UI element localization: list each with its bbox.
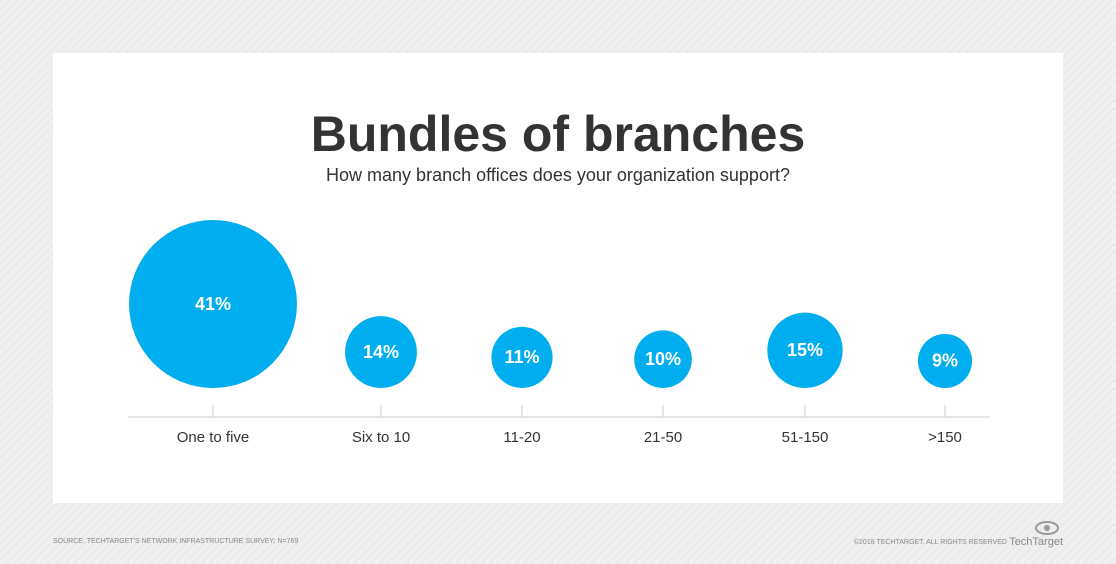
value-label: 10%	[645, 349, 681, 369]
x-tick-label: 21-50	[644, 429, 682, 446]
value-label: 9%	[932, 351, 958, 371]
bubble	[345, 316, 417, 388]
bubble	[767, 312, 843, 388]
copyright: ©2018 TECHTARGET. ALL RIGHTS RESERVED	[854, 538, 1007, 546]
chart-title: Bundles of branches	[311, 106, 806, 162]
brand-logo	[1035, 521, 1059, 535]
value-label: 14%	[363, 342, 399, 362]
value-label: 15%	[787, 340, 823, 360]
x-tick-label: 51-150	[782, 429, 829, 446]
chart-subtitle: How many branch offices does your organi…	[326, 165, 790, 185]
x-tick-label: Six to 10	[352, 429, 410, 446]
bubble	[129, 220, 297, 388]
brand: TechTarget	[1009, 536, 1063, 548]
x-tick-label: 11-20	[503, 429, 540, 446]
value-label: 41%	[195, 294, 231, 314]
bubble	[491, 326, 553, 389]
x-tick-label: One to five	[177, 429, 250, 446]
source: SOURCE: TECHTARGET'S NETWORK INFRASTRUCT…	[53, 538, 298, 545]
value-label: 11%	[504, 347, 539, 367]
x-tick-label: >150	[928, 429, 962, 446]
bubble	[634, 330, 692, 389]
bubble	[917, 333, 973, 389]
